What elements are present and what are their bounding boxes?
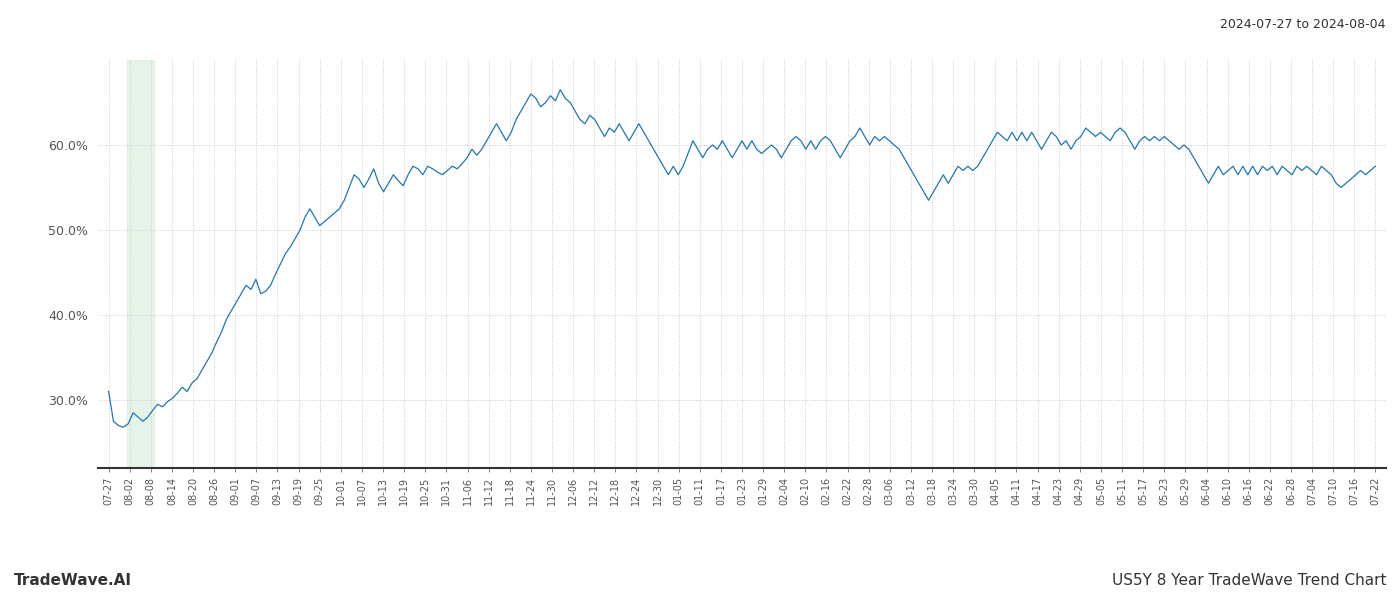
Text: TradeWave.AI: TradeWave.AI	[14, 573, 132, 588]
Text: US5Y 8 Year TradeWave Trend Chart: US5Y 8 Year TradeWave Trend Chart	[1112, 573, 1386, 588]
Bar	[126, 60, 154, 468]
Text: 2024-07-27 to 2024-08-04: 2024-07-27 to 2024-08-04	[1221, 18, 1386, 31]
